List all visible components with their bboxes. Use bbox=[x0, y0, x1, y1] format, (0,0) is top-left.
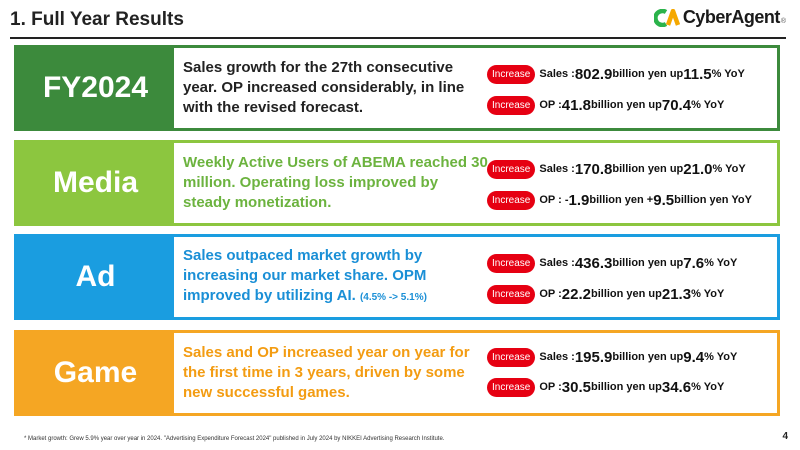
increase-badge: Increase bbox=[487, 95, 536, 115]
increase-badge: Increase bbox=[487, 377, 536, 397]
metric-yoy: % YoY bbox=[691, 288, 725, 300]
row-description: Sales and OP increased year on year for … bbox=[183, 333, 488, 413]
footnote: * Market growth: Grew 5.9% year over yea… bbox=[24, 436, 445, 442]
metric-label: Sales : bbox=[539, 68, 575, 80]
op-metric: Increase OP : 30.5 billion yen up 34.6 %… bbox=[487, 375, 724, 399]
metric-label: Sales : bbox=[539, 163, 575, 175]
op-metric: Increase OP : - 1.9 billion yen + 9.5 bi… bbox=[487, 188, 752, 212]
summary-row-game: Game Sales and OP increased year on year… bbox=[14, 330, 780, 416]
increase-badge: Increase bbox=[487, 253, 536, 273]
metric-label: OP : bbox=[539, 288, 562, 300]
metric-unit: billion yen up bbox=[612, 351, 684, 363]
metric-percent: 34.6 bbox=[661, 378, 692, 396]
summary-row-fy2024: FY2024 Sales growth for the 27th consecu… bbox=[14, 45, 780, 131]
metric-yoy: % YoY bbox=[704, 257, 738, 269]
metric-percent: 70.4 bbox=[661, 96, 692, 114]
logo-text: CyberAgent bbox=[682, 7, 781, 27]
op-metric: Increase OP : 41.8 billion yen up 70.4 %… bbox=[487, 93, 724, 117]
sales-metric: Increase Sales : 195.9 billion yen up 9.… bbox=[487, 345, 737, 369]
metric-percent: 9.4 bbox=[683, 348, 705, 366]
metric-label: OP : bbox=[539, 381, 562, 393]
metric-yoy: % YoY bbox=[704, 351, 738, 363]
row-description-text: Sales and OP increased year on year for … bbox=[183, 344, 470, 401]
metric-label: OP : bbox=[539, 99, 562, 111]
summary-row-media: Media Weekly Active Users of ABEMA reach… bbox=[14, 140, 780, 226]
metric-unit: billion yen up bbox=[590, 99, 662, 111]
sales-metric: Increase Sales : 170.8 billion yen up 21… bbox=[487, 157, 746, 181]
metric-value: 41.8 bbox=[561, 96, 591, 114]
metric-unit: billion yen up bbox=[612, 68, 684, 80]
metric-yoy: % YoY bbox=[691, 381, 725, 393]
sales-metric: Increase Sales : 436.3 billion yen up 7.… bbox=[487, 251, 737, 275]
metric-value: 802.9 bbox=[574, 65, 613, 83]
metric-value: 170.8 bbox=[574, 160, 613, 178]
metric-yoy: % YoY bbox=[712, 163, 746, 175]
row-label: Media bbox=[17, 143, 174, 223]
summary-row-ad: Ad Sales outpaced market growth by incre… bbox=[14, 234, 780, 320]
metric-percent: 11.5 bbox=[683, 65, 712, 83]
row-description: Sales outpaced market growth by increasi… bbox=[183, 237, 488, 317]
cyberagent-logo: CyberAgent ® bbox=[653, 7, 786, 28]
increase-badge: Increase bbox=[487, 347, 536, 367]
row-label: FY2024 bbox=[17, 48, 174, 128]
metric-percent: 9.5 bbox=[653, 191, 675, 209]
metric-percent: 7.6 bbox=[683, 254, 705, 272]
logo-registered-mark: ® bbox=[780, 18, 786, 25]
title-divider bbox=[10, 37, 786, 39]
row-description-text: Sales growth for the 27th consecutive ye… bbox=[183, 59, 465, 116]
metric-yoy: % YoY bbox=[691, 99, 725, 111]
metric-label: Sales : bbox=[539, 351, 575, 363]
metric-value: 22.2 bbox=[561, 285, 591, 303]
metric-yoy: % YoY bbox=[711, 68, 745, 80]
metric-label: OP : - bbox=[539, 194, 569, 206]
metric-percent: 21.3 bbox=[661, 285, 692, 303]
metric-unit: billion yen up bbox=[612, 163, 684, 175]
row-description: Sales growth for the 27th consecutive ye… bbox=[183, 48, 488, 128]
metric-percent: 21.0 bbox=[683, 160, 713, 178]
opm-change-note: (4.5% -> 5.1%) bbox=[359, 292, 427, 303]
increase-badge: Increase bbox=[487, 64, 536, 84]
row-description-text: Weekly Active Users of ABEMA reached 30 … bbox=[183, 154, 488, 211]
metric-unit: billion yen up bbox=[590, 288, 662, 300]
page-title: 1. Full Year Results bbox=[10, 9, 184, 30]
metric-unit: billion yen up bbox=[612, 257, 684, 269]
page-number: 4 bbox=[782, 431, 788, 442]
cyberagent-logo-mark-icon bbox=[653, 8, 680, 27]
row-label: Ad bbox=[17, 237, 174, 317]
increase-badge: Increase bbox=[487, 159, 536, 179]
metric-value: 195.9 bbox=[574, 348, 613, 366]
sales-metric: Increase Sales : 802.9 billion yen up 11… bbox=[487, 62, 745, 86]
metric-unit: billion yen + bbox=[589, 194, 654, 206]
row-label: Game bbox=[17, 333, 174, 413]
metric-value: 30.5 bbox=[561, 378, 591, 396]
increase-badge: Increase bbox=[487, 190, 536, 210]
increase-badge: Increase bbox=[487, 284, 536, 304]
metric-label: Sales : bbox=[539, 257, 575, 269]
metric-value: 1.9 bbox=[568, 191, 590, 209]
row-description: Weekly Active Users of ABEMA reached 30 … bbox=[183, 143, 488, 223]
metric-unit: billion yen up bbox=[590, 381, 662, 393]
row-description-text: Sales outpaced market growth by increasi… bbox=[183, 247, 427, 304]
metric-yoy: billion yen YoY bbox=[674, 194, 752, 206]
op-metric: Increase OP : 22.2 billion yen up 21.3 %… bbox=[487, 282, 724, 306]
metric-value: 436.3 bbox=[574, 254, 613, 272]
